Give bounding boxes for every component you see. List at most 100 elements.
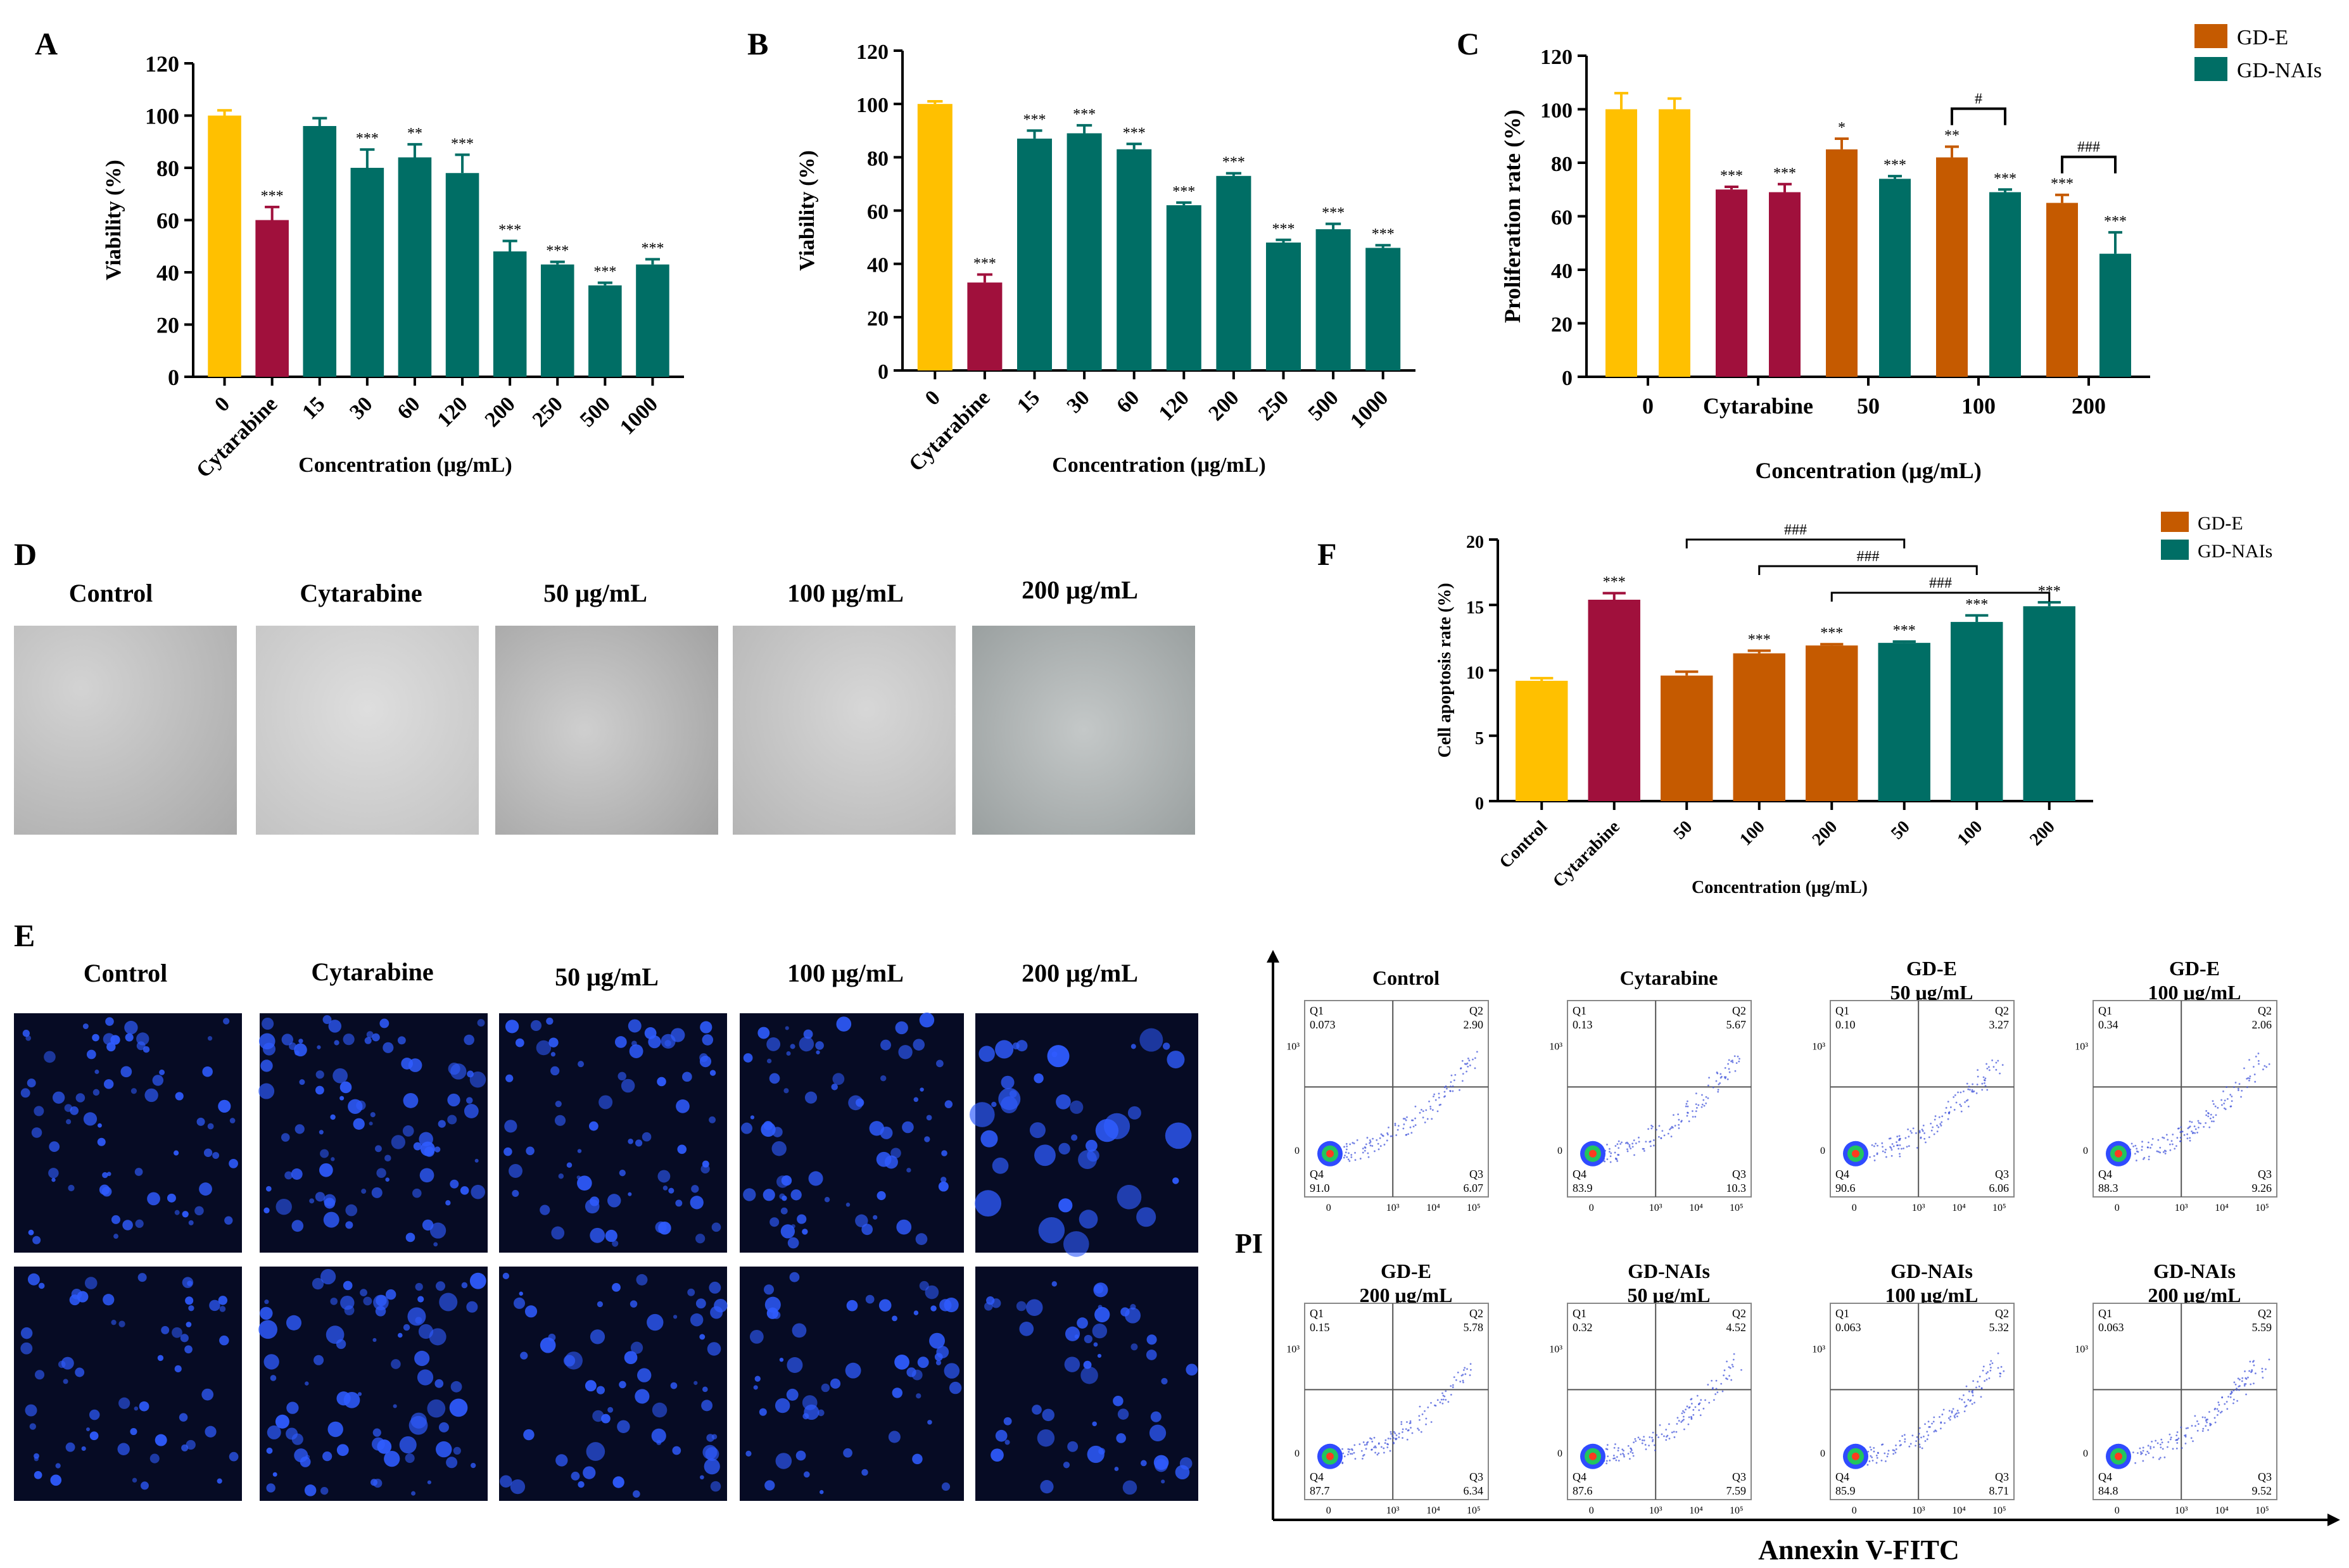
x-tick-label: 60 [1112,386,1144,417]
event-dot [1904,1441,1906,1443]
q3-value: 6.34 [1464,1484,1484,1497]
x-axis-label: Concentration (μg/mL) [1692,878,1868,897]
q2-name: Q2 [2258,1004,2272,1017]
nucleus-dot [780,1207,788,1215]
event-dot [1698,1403,1700,1406]
event-dot [1433,1093,1436,1096]
event-dot [1623,1455,1625,1458]
event-dot [2254,1080,2257,1083]
event-dot [1360,1450,1363,1452]
nucleus-dot [658,1221,671,1235]
event-dot [1988,1069,1991,1072]
event-dot [1688,1416,1690,1419]
event-dot [2244,1370,2246,1372]
nucleus-dot [132,1477,137,1483]
bar [917,104,953,370]
event-dot [1434,1099,1437,1101]
event-dot [1932,1126,1934,1129]
event-dot [1732,1358,1735,1361]
event-dot [2139,1451,2142,1453]
nucleus-dot [117,1443,130,1455]
event-dot [2253,1360,2255,1362]
event-dot [1954,1094,1956,1096]
event-dot [1673,1436,1676,1438]
event-dot [1734,1070,1737,1072]
nucleus-dot [161,1325,170,1334]
event-dot [2214,1105,2217,1108]
x-tick-label: 10⁵ [1467,1505,1481,1516]
y-tick-label: 10³ [1812,1344,1825,1355]
event-dot [1380,1446,1383,1448]
event-dot [1977,1075,1979,1078]
q1-value: 0.073 [1310,1018,1336,1031]
event-dot [1939,1123,1942,1125]
event-dot [2156,1150,2158,1153]
nucleus-dot [465,1097,473,1104]
nucleus-dot [260,1306,273,1320]
event-dot [2134,1144,2137,1147]
x-tick-label: 0 [2115,1203,2120,1213]
event-dot [2136,1150,2138,1153]
nucleus-dot [691,1185,699,1193]
nucleus-dot [326,1325,345,1344]
event-dot [1429,1108,1432,1110]
event-dot [2141,1141,2143,1143]
nucleus-dot [597,1301,604,1308]
nucleus-dot [453,1446,461,1455]
nucleus-dot [504,1120,517,1133]
nucleus-dot [1167,1051,1185,1069]
event-dot [1966,1082,1968,1085]
nucleus-dot [450,1179,459,1189]
x-tick-label: 50 [1669,817,1696,844]
nucleus-dot [229,1159,238,1168]
nucleus-dot [86,1427,91,1432]
event-dot [2245,1393,2247,1396]
significance-label: *** [2104,213,2127,230]
nucleus-dot [502,1272,510,1280]
event-dot [1979,1375,1981,1378]
nucleus-dot [83,1112,98,1126]
nucleus-dot [1001,1096,1018,1114]
x-tick-label: 250 [528,392,567,431]
event-dot [1881,1444,1883,1446]
event-dot [2243,1384,2246,1387]
nucleus-dot [672,1446,681,1455]
nucleus-dot [322,1015,332,1024]
legend-c-gde-label: GD-E [2237,26,2288,49]
event-dot [1926,1438,1928,1441]
significance-label: *** [973,256,996,272]
event-dot [1626,1150,1629,1153]
nucleus-dot [769,1073,780,1084]
event-dot [1999,1372,2002,1375]
nucleus-dot [536,1040,552,1056]
q3-name: Q3 [1995,1470,2009,1483]
event-dot [2193,1125,2196,1128]
event-dot [1930,1122,1932,1125]
event-dot [1927,1434,1930,1436]
event-dot [1652,1139,1655,1141]
y-tick-label: 0 [2083,1146,2088,1156]
x-tick-label: 50 [1857,393,1880,419]
nucleus-dot [644,1027,657,1039]
event-dot [1926,1431,1928,1433]
event-dot [1726,1360,1728,1363]
flow-plot-frame [1567,1000,1752,1198]
nucleus-dot [1097,1353,1102,1358]
event-dot [1402,1127,1405,1130]
nucleus-dot [612,1240,619,1247]
event-dot [1880,1459,1883,1462]
event-dot [1429,1106,1432,1108]
event-dot [1659,1424,1661,1426]
event-dot [2159,1146,2162,1149]
event-dot [1450,1393,1452,1396]
q1-value: 0.10 [1835,1018,1856,1031]
event-dot [2205,1122,2207,1124]
event-dot [2134,1462,2137,1464]
event-dot [1452,1384,1454,1386]
event-dot [2237,1087,2239,1090]
event-dot [1443,1086,1446,1089]
event-dot [1697,1104,1700,1106]
event-dot [1618,1140,1620,1142]
nucleus-dot [92,1034,99,1042]
event-dot [2237,1377,2239,1380]
